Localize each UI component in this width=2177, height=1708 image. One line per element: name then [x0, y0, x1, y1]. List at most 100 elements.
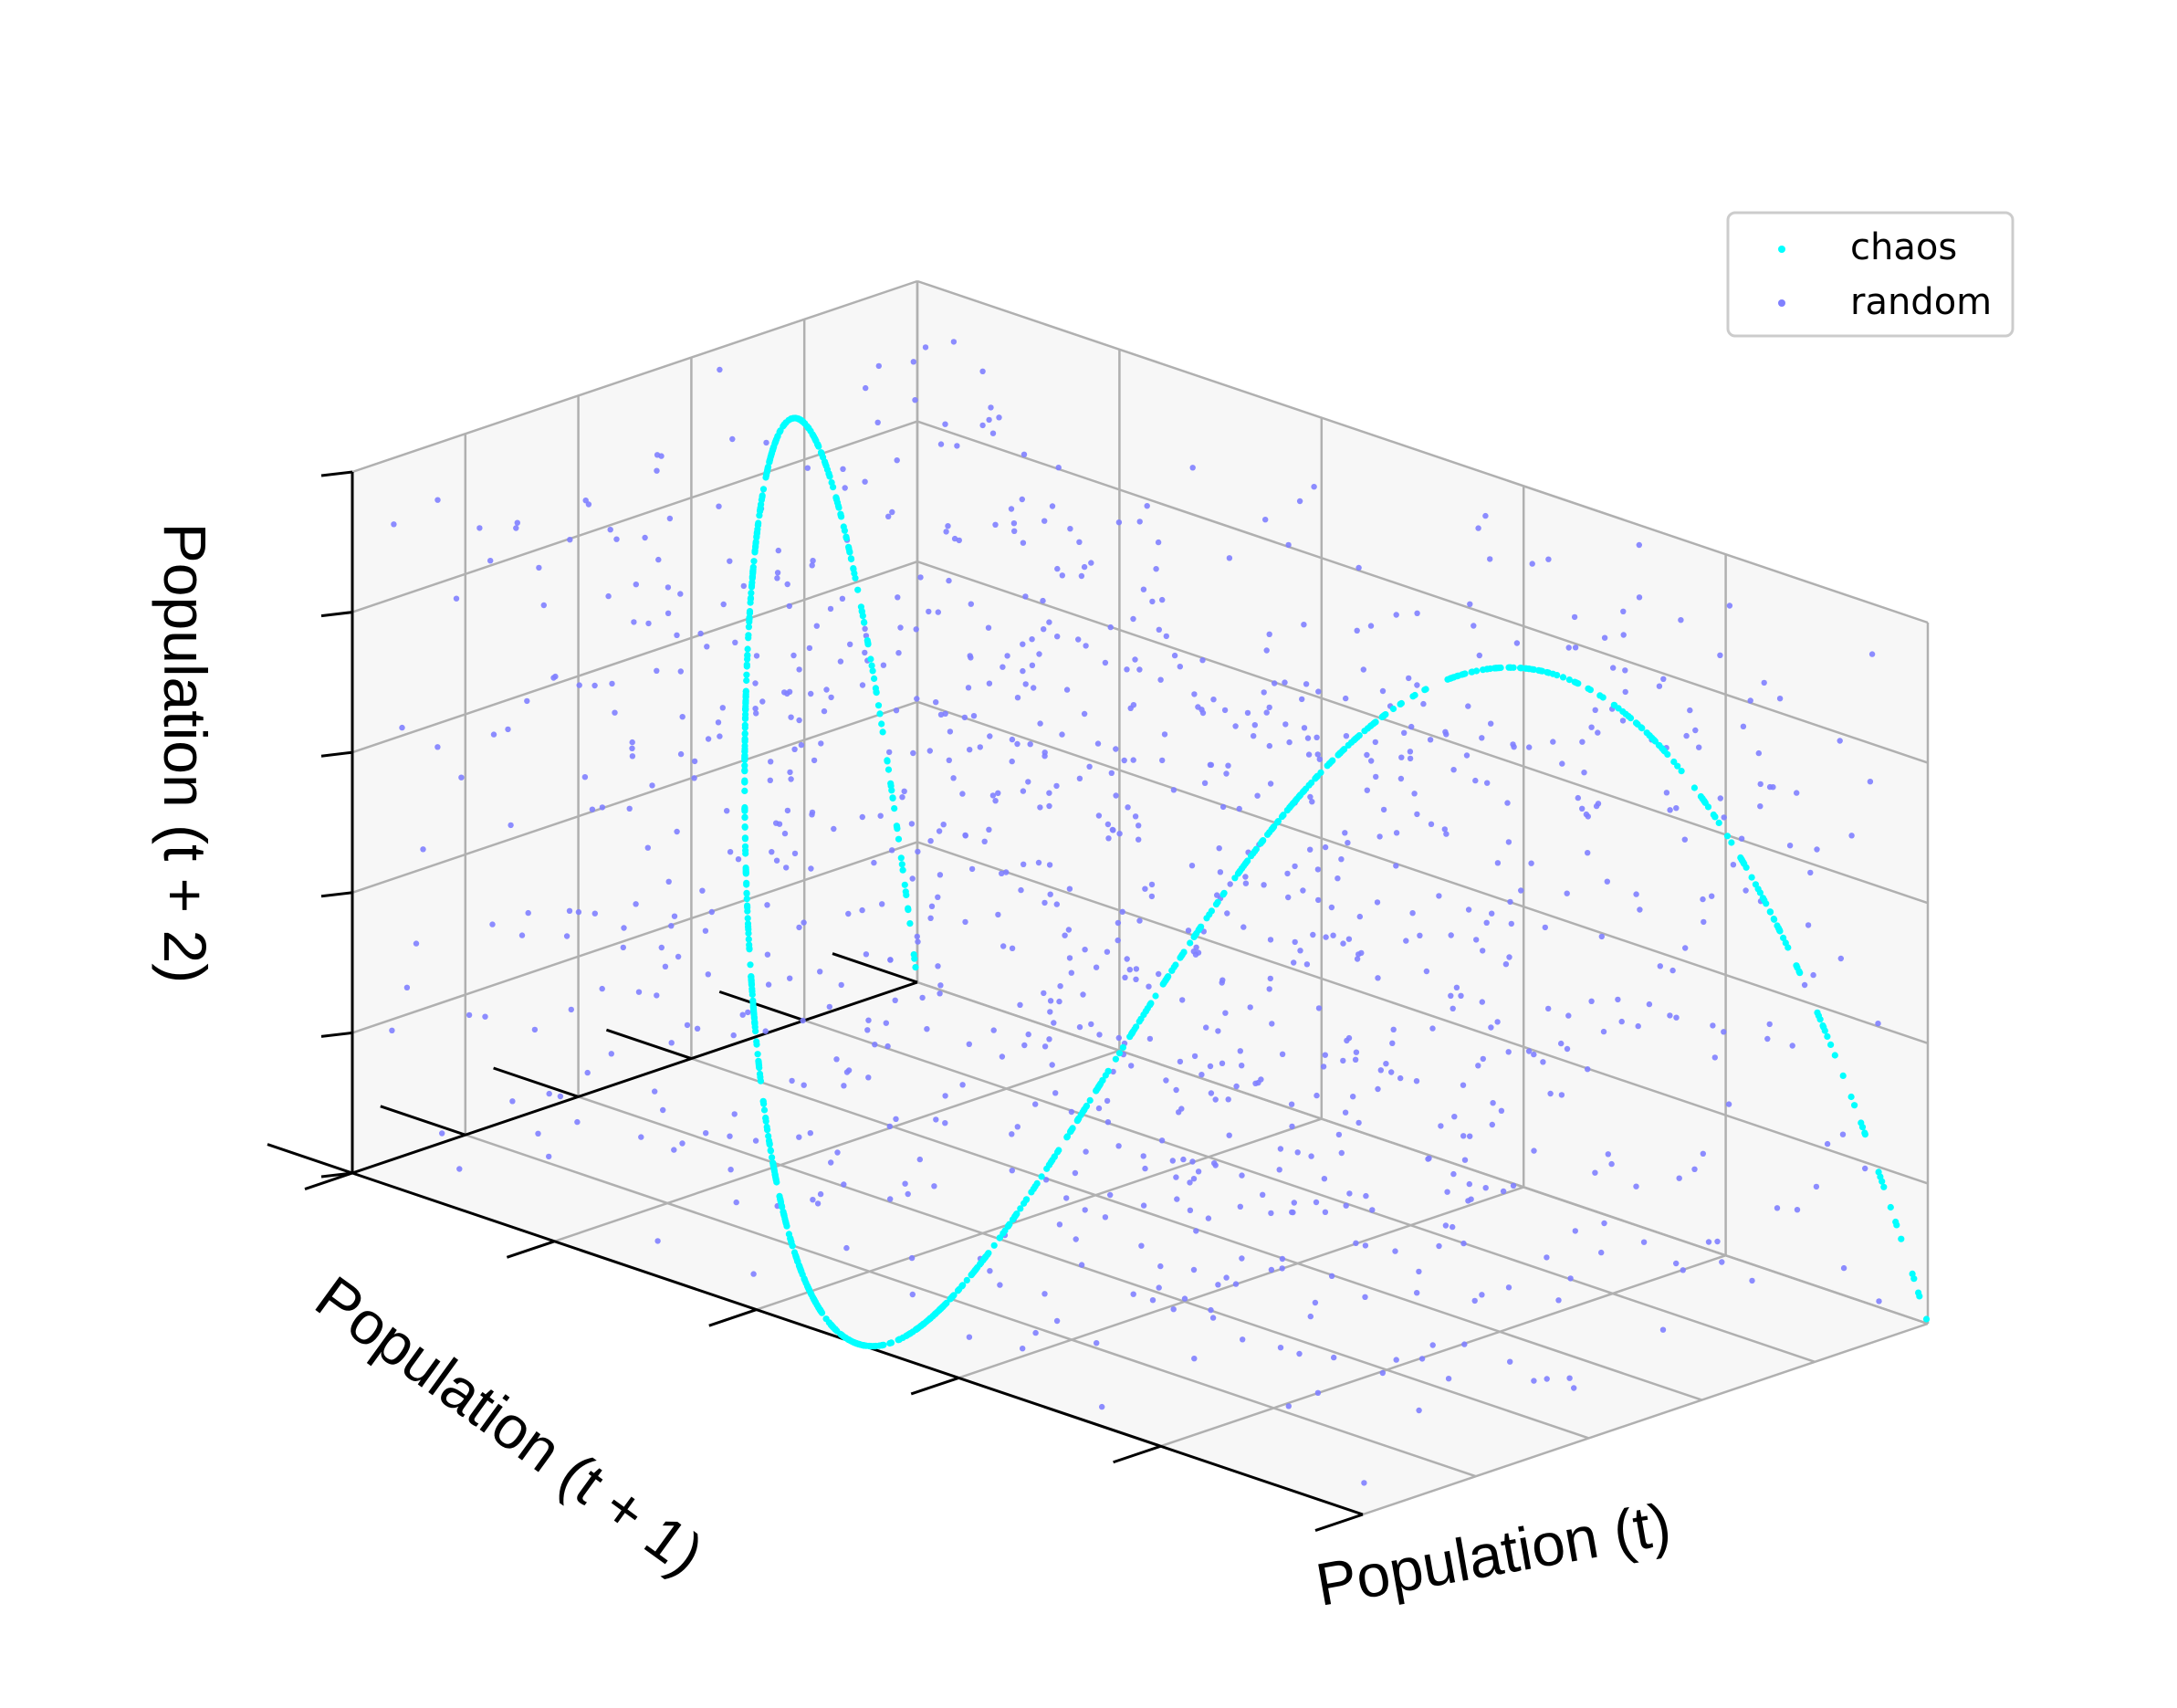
random-point — [1451, 1114, 1458, 1120]
random-point — [1055, 465, 1062, 471]
random-point — [1372, 739, 1379, 746]
random-point — [1814, 846, 1820, 853]
random-point — [1037, 804, 1043, 811]
chaos-point — [1366, 722, 1374, 730]
random-point — [827, 605, 834, 613]
random-point — [732, 639, 738, 645]
random-point — [1776, 696, 1784, 702]
y-tick-4 — [380, 1105, 466, 1137]
random-point — [729, 435, 736, 443]
random-point — [1416, 1268, 1422, 1275]
random-point — [1757, 803, 1764, 810]
grid-floor-x-4 — [1160, 1254, 1726, 1448]
random-point — [989, 792, 997, 799]
chaos-point — [1187, 939, 1194, 947]
random-point — [986, 416, 992, 424]
random-point — [546, 1153, 552, 1160]
random-point — [1252, 1080, 1259, 1087]
chaos-point — [868, 662, 875, 669]
random-point — [1592, 1169, 1598, 1176]
random-point — [1020, 1346, 1026, 1352]
random-point — [1217, 869, 1224, 875]
random-point — [1188, 863, 1196, 869]
chaos-point — [748, 990, 756, 999]
random-point — [863, 633, 870, 639]
random-point — [927, 915, 934, 921]
chaos-point — [769, 1154, 776, 1161]
chaos-point — [756, 1070, 764, 1077]
chaos-point — [741, 805, 748, 812]
chaos-point — [816, 1306, 823, 1314]
random-point — [1740, 723, 1747, 729]
random-point — [1761, 679, 1767, 686]
random-point — [1219, 803, 1227, 811]
random-point — [1460, 1133, 1467, 1139]
random-point — [566, 907, 573, 914]
random-point — [1010, 520, 1018, 527]
chaos-point — [911, 955, 918, 962]
chaos-point — [802, 1279, 810, 1286]
random-point — [809, 809, 816, 816]
random-point — [1078, 1262, 1085, 1268]
random-point — [1266, 631, 1272, 637]
chaos-point — [848, 555, 855, 563]
random-point — [769, 849, 775, 855]
random-point — [1875, 1021, 1881, 1027]
random-point — [1414, 811, 1420, 818]
random-point — [951, 535, 958, 542]
random-point — [1269, 1021, 1275, 1027]
chaos-point — [744, 645, 751, 653]
grid-wallyz-z-2 — [351, 700, 918, 894]
random-point — [612, 709, 618, 716]
random-point — [1088, 1021, 1094, 1028]
random-point — [1102, 659, 1109, 666]
random-point — [843, 1244, 850, 1252]
random-point — [1116, 831, 1123, 837]
random-point — [660, 1106, 666, 1114]
random-point — [609, 680, 615, 687]
chaos-point — [811, 435, 819, 443]
random-point — [1408, 723, 1415, 730]
random-point — [1747, 697, 1753, 704]
chaos-point — [1286, 804, 1293, 812]
chaos-point — [1129, 1028, 1136, 1035]
chaos-point — [1701, 798, 1708, 805]
random-point — [752, 706, 759, 712]
random-point — [716, 503, 722, 509]
random-point — [826, 1003, 832, 1011]
random-point — [1170, 1306, 1177, 1313]
random-point — [892, 997, 898, 1004]
chaos-point — [1559, 674, 1567, 681]
random-point — [540, 602, 547, 609]
random-point — [831, 825, 837, 833]
legend-marker-chaos — [1778, 246, 1785, 253]
random-point — [801, 1082, 807, 1088]
random-point — [1786, 843, 1794, 849]
random-point — [1207, 761, 1214, 768]
random-point — [810, 1197, 816, 1203]
chaos-point — [1879, 1178, 1886, 1185]
chaos-point — [867, 655, 874, 663]
grid-floor-x-1 — [554, 1049, 1120, 1242]
random-point — [1127, 705, 1134, 711]
random-point — [796, 717, 802, 724]
random-point — [489, 921, 496, 927]
random-point — [1475, 1063, 1481, 1069]
random-point — [1436, 1242, 1442, 1250]
random-point — [1203, 1024, 1209, 1031]
random-point — [691, 758, 698, 765]
random-point — [893, 1116, 899, 1123]
random-point — [514, 519, 520, 526]
random-point — [1755, 749, 1763, 757]
random-point — [1601, 634, 1608, 641]
chaos-point — [1305, 781, 1313, 789]
random-point — [942, 1093, 948, 1099]
random-point — [912, 397, 918, 403]
random-point — [1104, 1097, 1111, 1105]
random-point — [841, 1181, 847, 1188]
random-point — [509, 1098, 516, 1105]
random-point — [1052, 1090, 1059, 1096]
random-point — [1041, 899, 1048, 906]
chaos-point — [741, 835, 749, 843]
random-point — [1163, 633, 1170, 640]
